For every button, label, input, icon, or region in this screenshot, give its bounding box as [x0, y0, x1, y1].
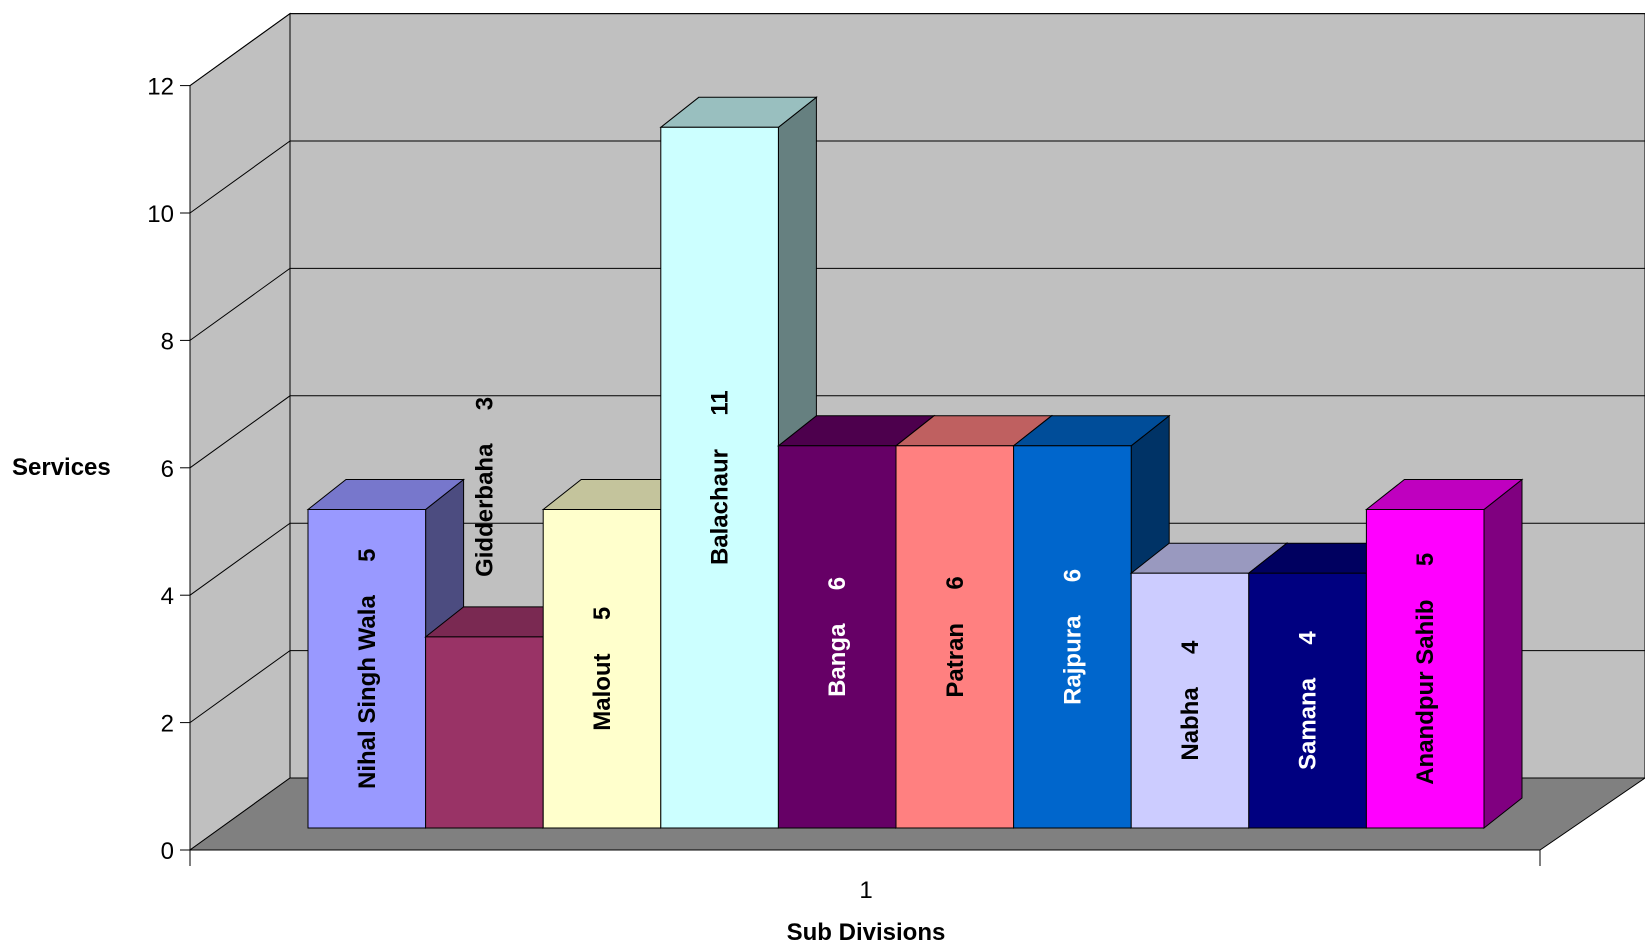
bar-front	[1365, 509, 1485, 829]
bar-front	[425, 636, 544, 829]
x-tick-label: 1	[859, 877, 872, 904]
gridline	[189, 140, 1645, 214]
axes	[180, 85, 1541, 866]
bar-front	[1013, 445, 1132, 829]
bar-label: Gidderbaha 3	[471, 397, 498, 577]
gridline	[189, 13, 1645, 87]
bar-front	[542, 509, 662, 829]
bar-label: Samana 4	[1295, 631, 1322, 770]
bar-label: Nihal Singh Wala 5	[354, 549, 381, 789]
y-tick-label: 0	[161, 838, 174, 865]
bar-front	[1130, 572, 1250, 829]
bar-front	[1248, 572, 1367, 829]
bar-label: Anandpur Sahib 5	[1412, 553, 1439, 785]
gridline	[189, 522, 1645, 596]
bar-anandpur-sahib	[1364, 478, 1524, 830]
y-tick-label: 2	[161, 711, 174, 738]
bar-label: Balachaur 11	[707, 390, 734, 565]
y-axis-title: Services	[12, 454, 111, 481]
bar-front	[895, 445, 1015, 829]
y-tick-label: 10	[147, 201, 174, 228]
bar-label: Nabha 4	[1177, 640, 1204, 761]
gridline	[189, 267, 1645, 341]
bar-label: Malout 5	[589, 607, 616, 731]
gridlines	[189, 13, 1645, 724]
y-tick-label: 6	[161, 456, 174, 483]
bar-label: Banga 6	[824, 577, 851, 697]
bar-label: Rajpura 6	[1059, 569, 1086, 705]
bar-label: Patran 6	[942, 576, 969, 697]
gridline	[189, 395, 1645, 469]
y-tick-labels: 0 2 4 6 8 10 12	[147, 74, 174, 865]
x-axis-title: Sub Divisions	[787, 919, 946, 946]
bar-front	[777, 445, 897, 829]
bar-front	[307, 509, 427, 829]
y-tick-label: 4	[161, 583, 174, 610]
bars	[306, 96, 1524, 830]
bar-labels: Nihal Singh Wala 5 Gidderbaha 3 Malout 5 Ba…	[354, 390, 1439, 789]
y-tick-label: 12	[147, 74, 174, 101]
bar-side	[1483, 478, 1523, 830]
y-tick-label: 8	[161, 328, 174, 355]
bar-front	[660, 126, 779, 829]
